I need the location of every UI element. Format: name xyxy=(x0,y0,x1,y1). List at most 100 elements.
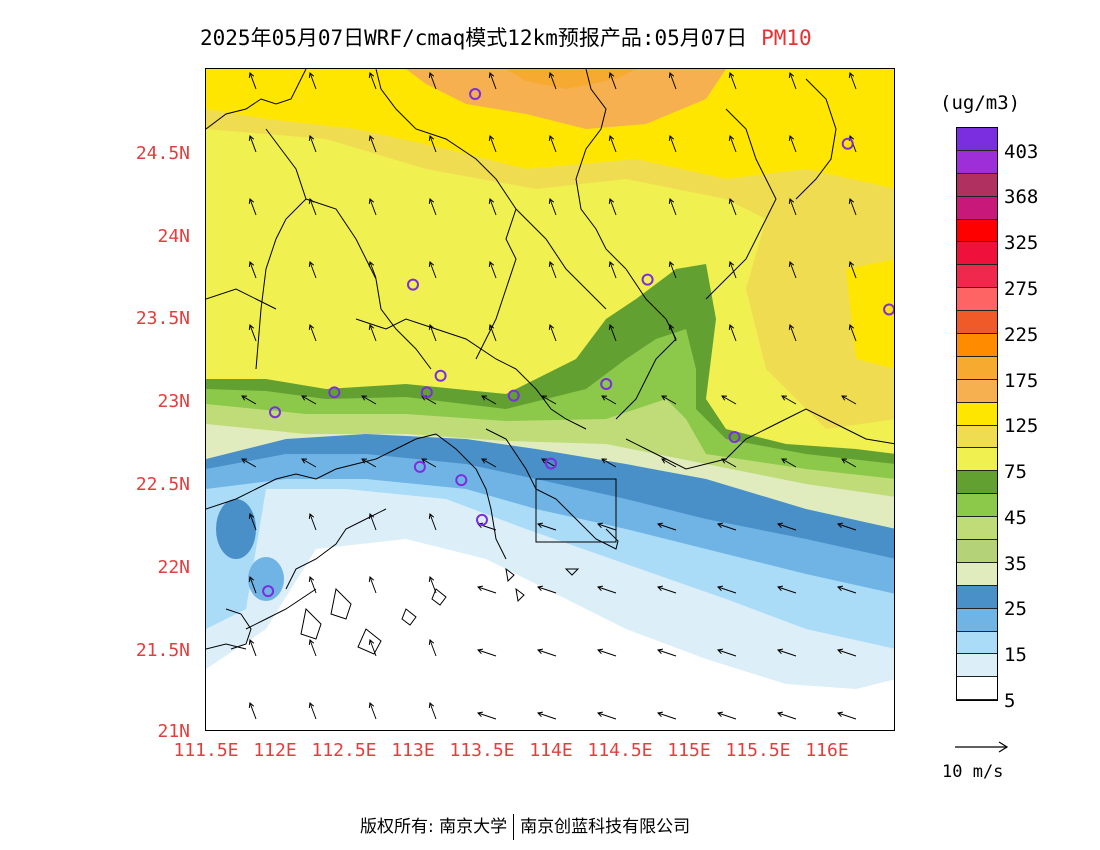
wind-vector-head xyxy=(841,458,848,464)
wind-vector-head xyxy=(248,702,255,709)
wind-reference-label: 10 m/s xyxy=(942,762,1004,782)
wind-vector-head xyxy=(668,261,675,268)
wind-vector xyxy=(429,513,437,531)
wind-vector-head xyxy=(488,135,495,142)
wind-vector xyxy=(729,198,737,216)
wind-vector xyxy=(537,586,557,594)
wind-vector xyxy=(477,649,497,657)
band-125-east xyxy=(846,259,894,369)
wind-vector-head xyxy=(597,648,604,655)
wind-vector xyxy=(609,198,617,216)
wind-vector xyxy=(429,576,437,594)
wind-vector-head xyxy=(781,458,788,464)
wind-vector-head xyxy=(657,648,664,655)
wind-vector-head xyxy=(241,458,248,464)
wind-vector-head xyxy=(428,198,435,205)
ylabel-22-5n: 22.5N xyxy=(135,474,190,495)
colorbar-swatch xyxy=(957,219,997,243)
xlabel-114-5e: 114.5E xyxy=(587,740,653,761)
wind-vector xyxy=(609,324,617,342)
colorbar-swatch xyxy=(957,471,997,495)
wind-vector-head xyxy=(248,324,255,331)
band-125-mid xyxy=(206,109,894,239)
wind-vector xyxy=(777,649,797,657)
wind-vector xyxy=(789,261,797,279)
wind-vector-head xyxy=(537,585,544,592)
wind-vector-head xyxy=(481,458,488,464)
wind-vector xyxy=(609,135,617,153)
wind-vector xyxy=(669,135,677,153)
wind-vector-head xyxy=(368,513,375,520)
colorbar-swatch xyxy=(957,517,997,541)
footer-left: 版权所有: 南京大学 xyxy=(360,817,508,837)
wind-vector xyxy=(309,513,317,531)
wind-vector xyxy=(837,649,857,657)
wind-vector xyxy=(597,649,617,657)
wind-vector xyxy=(489,324,497,342)
colorbar-swatch xyxy=(957,494,997,518)
wind-vector xyxy=(609,261,617,279)
wind-vector-head xyxy=(608,135,615,142)
wind-vector-head xyxy=(548,135,555,142)
cbar-label-225: 225 xyxy=(1004,324,1039,346)
wind-vector xyxy=(537,712,557,720)
colorbar-swatch xyxy=(957,448,997,472)
ylabel-21-5n: 21.5N xyxy=(135,640,190,661)
ylabel-24-5n: 24.5N xyxy=(135,143,190,164)
wind-vector xyxy=(489,72,497,90)
cbar-label-403: 403 xyxy=(1004,141,1039,163)
wind-vector xyxy=(309,639,317,657)
cbar-label-368: 368 xyxy=(1004,186,1039,208)
title-main: 2025年05月07日WRF/cmaq模式12km预报产品:05月07日 xyxy=(200,26,748,50)
wind-vector xyxy=(657,649,677,657)
cbar-label-125: 125 xyxy=(1004,415,1039,437)
wind-vector xyxy=(249,639,257,657)
wind-vector xyxy=(837,712,857,720)
wind-vector-head xyxy=(477,585,484,592)
wind-vector-head xyxy=(248,261,255,268)
wind-vector-head xyxy=(368,576,375,583)
wind-vector xyxy=(789,135,797,153)
wind-vector xyxy=(549,72,557,90)
wind-vector-head xyxy=(248,639,255,646)
wind-vector xyxy=(369,198,377,216)
title-variable: PM10 xyxy=(761,26,812,50)
wind-vector-head xyxy=(248,72,255,79)
wind-vector-head xyxy=(837,522,844,529)
xlabel-115-5e: 115.5E xyxy=(725,740,791,761)
wind-vector-head xyxy=(601,458,608,464)
wind-vector-head xyxy=(728,324,735,331)
wind-vector xyxy=(669,198,677,216)
wind-vector-head xyxy=(308,639,315,646)
ylabel-21n: 21N xyxy=(157,721,190,742)
wind-vector-head xyxy=(548,261,555,268)
station-foshan xyxy=(420,386,433,399)
colorbar-swatch xyxy=(957,356,997,380)
wind-vector xyxy=(597,586,617,594)
boundaries xyxy=(206,69,894,655)
wind-vector xyxy=(249,576,257,594)
wind-vector xyxy=(489,198,497,216)
wind-vector-head xyxy=(668,198,675,205)
wind-vector xyxy=(429,702,437,720)
wind-vector xyxy=(421,458,437,468)
wind-vector-head xyxy=(308,135,315,142)
wind-vector xyxy=(369,135,377,153)
wind-vector-head xyxy=(548,72,555,79)
wind-vector xyxy=(429,135,437,153)
wind-vector-head xyxy=(608,198,615,205)
wind-vector xyxy=(729,261,737,279)
wind-vector xyxy=(309,261,317,279)
colorbar-swatch xyxy=(957,585,997,609)
wind-vector xyxy=(601,458,617,468)
wind-vector xyxy=(369,261,377,279)
map-canvas xyxy=(206,69,894,730)
wind-vector-head xyxy=(301,395,308,401)
colorbar-swatch xyxy=(957,173,997,197)
station-shenzhen xyxy=(545,457,557,470)
wind-vector xyxy=(781,395,797,405)
wind-vector xyxy=(661,458,677,468)
wind-vector-head xyxy=(608,72,615,79)
wind-vector xyxy=(429,261,437,279)
wind-vector-head xyxy=(368,198,375,205)
